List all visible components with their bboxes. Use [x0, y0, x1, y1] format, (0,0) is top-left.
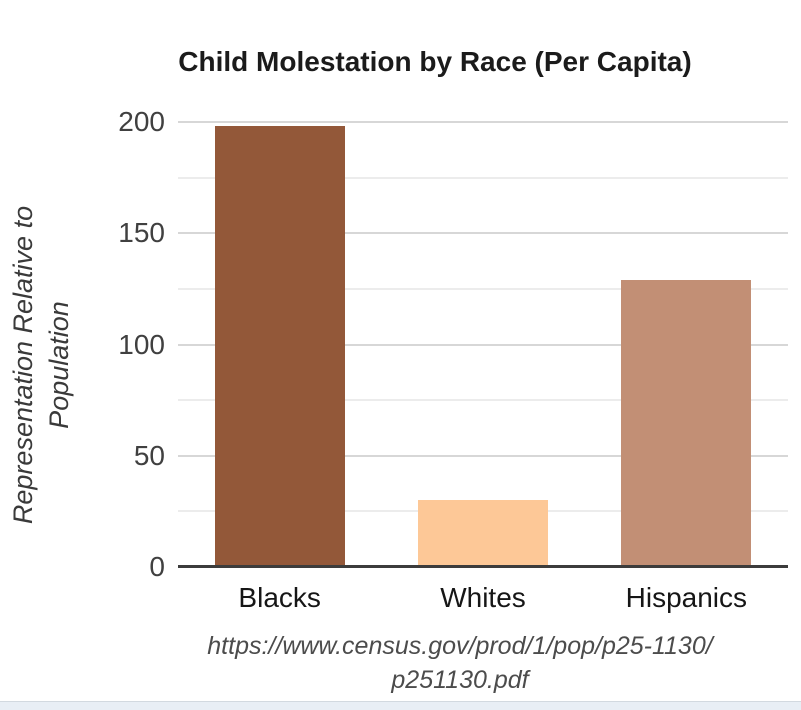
- x-axis-line: [178, 565, 788, 568]
- y-tick-label-50: 50: [133, 439, 165, 471]
- source-citation-line2: p251130.pdf: [391, 665, 529, 694]
- x-tick-label-blacks: Blacks: [238, 582, 321, 613]
- major-gridline-150: [178, 232, 788, 235]
- y-tick-label-200: 200: [118, 106, 165, 137]
- y-axis-title-line2: Population: [44, 301, 75, 429]
- source-citation: https://www.census.gov/prod/1/pop/p25-11…: [120, 630, 800, 698]
- y-axis-title-line1: Representation Relative to: [8, 205, 38, 525]
- major-gridline-200: [178, 121, 788, 123]
- major-gridline-100: [178, 343, 788, 346]
- bar-whites: [418, 500, 548, 567]
- y-tick-label-0: 0: [149, 551, 165, 582]
- minor-gridline-75: [178, 399, 788, 402]
- y-tick-label-100: 100: [118, 328, 165, 360]
- x-tick-label-hispanics: Hispanics: [625, 582, 748, 613]
- minor-gridline-125: [178, 287, 788, 290]
- x-tick-label-whites: Whites: [440, 582, 526, 613]
- bottom-divider-strip: [0, 701, 801, 710]
- y-axis-title: Representation Relative to Population: [5, 145, 79, 585]
- y-tick-label-150: 150: [118, 217, 165, 249]
- source-citation-line1: https://www.census.gov/prod/1/pop/p25-11…: [207, 632, 713, 660]
- major-gridline-50: [178, 454, 788, 457]
- minor-gridline-175: [178, 176, 788, 179]
- bar-blacks: [214, 126, 345, 567]
- bar-hispanics: [621, 279, 752, 567]
- chart-title: Child Molestation by Race (Per Capita): [178, 46, 692, 77]
